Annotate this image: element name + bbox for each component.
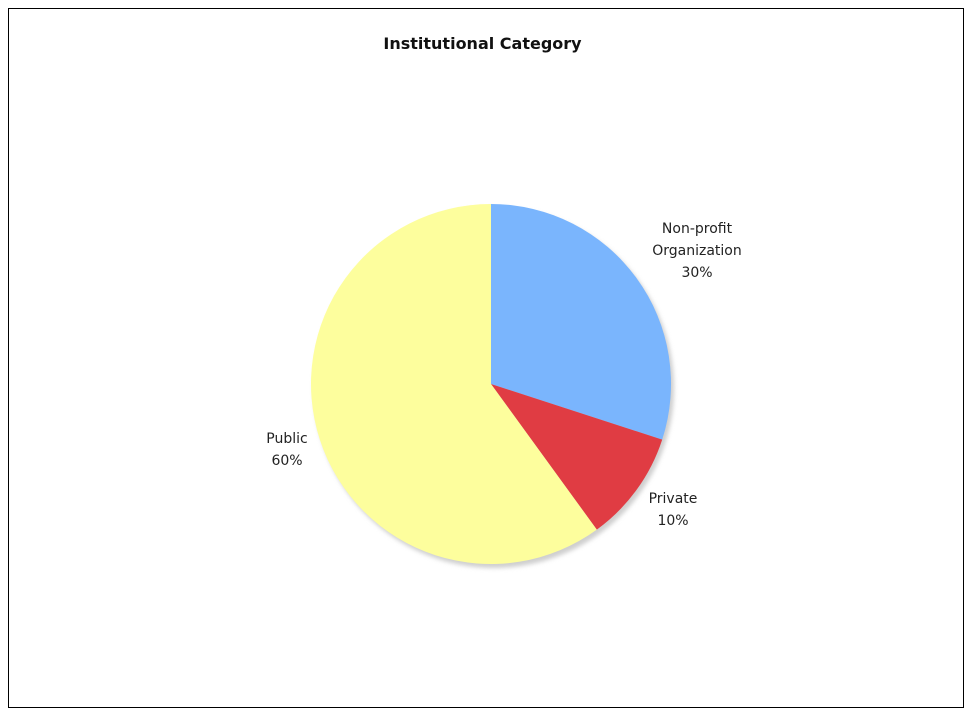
slice-percent-label: 10% (657, 513, 688, 529)
pie-labels: Non-profit Organization 30% Private 10% Publi… (266, 221, 741, 529)
pie-slice-public (310, 203, 597, 564)
slice-name-label: Organization (652, 243, 742, 259)
pie-slices (310, 203, 672, 564)
pie-slice-non-profit-organization (491, 204, 672, 440)
slice-name-label: Non-profit (662, 221, 733, 237)
pie-slice-private (491, 384, 663, 530)
slice-name-label: Private (649, 491, 698, 507)
slice-percent-label: 30% (681, 265, 712, 281)
chart-title: Institutional Category (383, 34, 582, 53)
slice-percent-label: 60% (271, 453, 302, 469)
slice-name-label: Public (266, 431, 307, 447)
